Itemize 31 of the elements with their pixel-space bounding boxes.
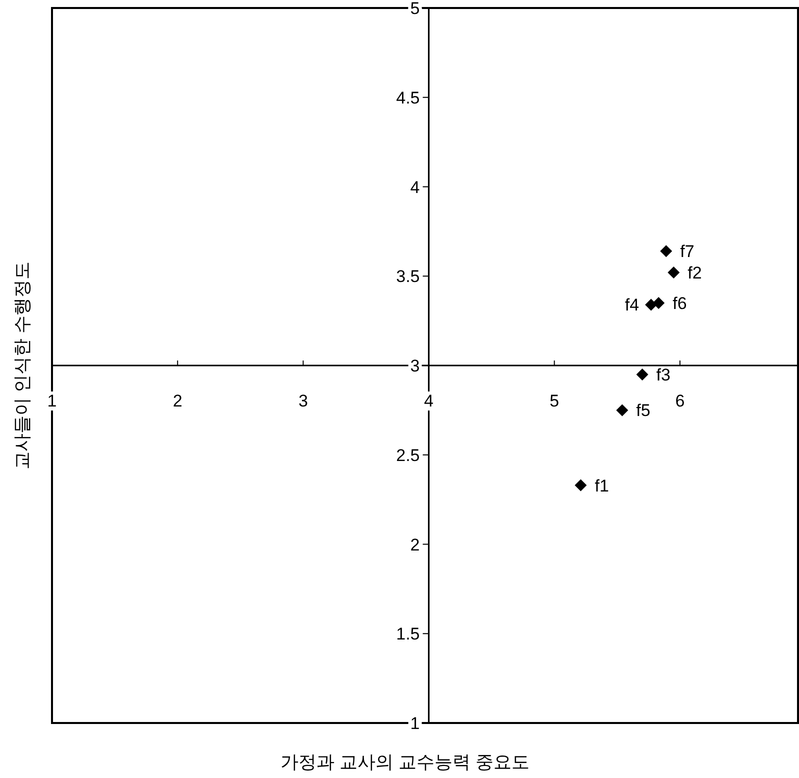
- point: [645, 298, 658, 311]
- y-tick-label: 1.5: [396, 624, 420, 644]
- annotation: f4: [624, 296, 640, 315]
- y-tick-label: 2.5: [396, 446, 420, 465]
- y-tick-label: 1: [410, 714, 420, 733]
- y-tick-label: 4: [410, 178, 420, 197]
- annotation: f3: [656, 365, 670, 384]
- y-axis-title: 교사들이 인식한 수행정도: [12, 261, 32, 470]
- point: [574, 479, 587, 492]
- annotation: f1: [594, 476, 609, 496]
- x-tick-label: 4: [424, 392, 434, 410]
- y-tick-label: 4.5: [396, 88, 420, 108]
- annotation: f7: [680, 242, 694, 262]
- x-tick-label: 3: [298, 392, 308, 410]
- point: [660, 245, 672, 258]
- annotation: f5: [636, 401, 650, 420]
- y-tick-label: 5: [410, 0, 420, 18]
- x-tick-label: 6: [675, 392, 685, 410]
- x-tick-label: 1: [47, 392, 57, 410]
- y-tick-label: 3.5: [396, 267, 420, 286]
- x-tick-label: 5: [550, 392, 560, 410]
- annotation: f6: [672, 294, 687, 313]
- annotation: f2: [688, 264, 702, 283]
- y-tick-label: 3: [410, 356, 420, 376]
- point: [668, 266, 680, 279]
- x-axis-title: 가정과 교사의 교수능력 중요도: [280, 752, 530, 772]
- x-tick-label: 2: [172, 392, 182, 410]
- point: [652, 296, 665, 309]
- y-tick-label: 2: [410, 535, 420, 554]
- point: [636, 368, 648, 380]
- point: [616, 404, 628, 416]
